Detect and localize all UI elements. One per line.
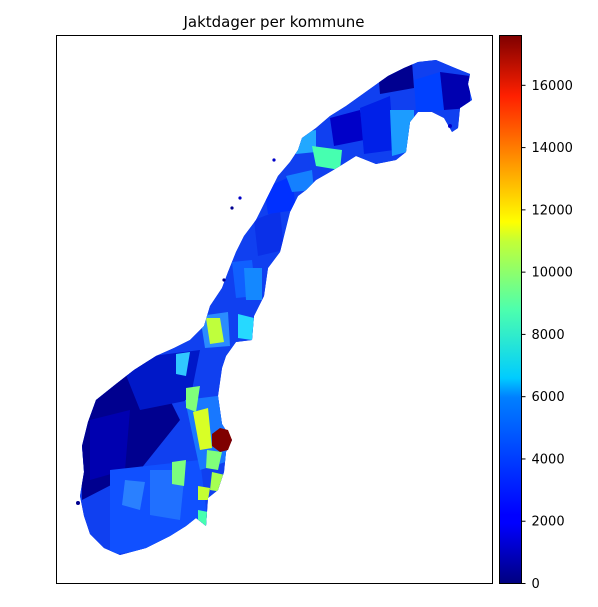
- colorbar-ticks: 0 2000 4000 6000 8000 10000 12000 14000 16000: [521, 79, 573, 592]
- chart-title: Jaktdager per kommune: [182, 13, 364, 31]
- colorbar-gradient: [499, 35, 522, 584]
- colorbar-tick-label: 16000: [532, 79, 573, 94]
- colorbar-tick-label: 6000: [532, 390, 565, 405]
- colorbar-tick-label: 10000: [532, 266, 573, 281]
- colorbar-tick-label: 2000: [532, 515, 565, 530]
- colorbar-tick-label: 12000: [532, 203, 573, 218]
- colorbar-tick-label: 0: [532, 577, 540, 592]
- colorbar-tick-label: 4000: [532, 452, 565, 467]
- colorbar-tick-label: 14000: [532, 141, 573, 156]
- colorbar-tick-label: 8000: [532, 328, 565, 343]
- hotspot-polygon: [212, 428, 232, 452]
- colorbar: 0 2000 4000 6000 8000 10000 12000 14000 16000: [499, 35, 573, 592]
